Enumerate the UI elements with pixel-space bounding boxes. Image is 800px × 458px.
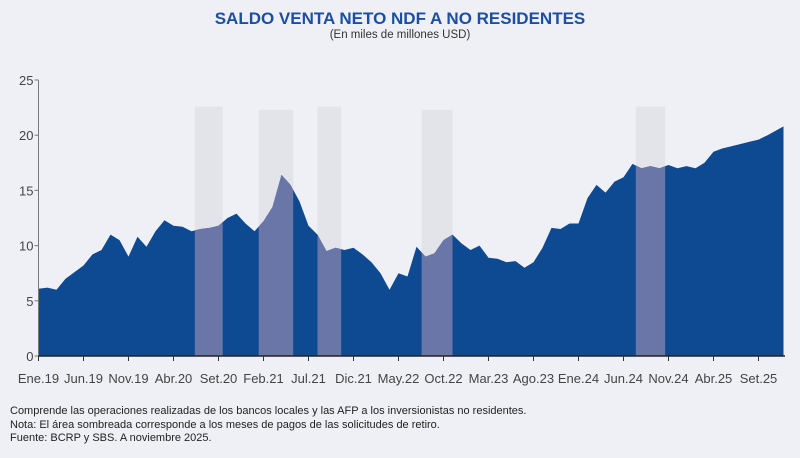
x-tick-label: Ene.24 bbox=[558, 371, 599, 386]
chart-title: SALDO VENTA NETO NDF A NO RESIDENTES bbox=[214, 9, 586, 28]
note-description: Comprende las operaciones realizadas de … bbox=[10, 405, 527, 417]
y-tick-label: 25 bbox=[19, 73, 33, 88]
x-tick-label: Feb.21 bbox=[243, 371, 283, 386]
x-tick-label: Ago.23 bbox=[513, 371, 554, 386]
x-tick-label: Set.20 bbox=[200, 371, 238, 386]
x-tick-label: Jul.21 bbox=[291, 371, 326, 386]
x-tick-label: Set.25 bbox=[740, 371, 778, 386]
x-tick-label: Dic.21 bbox=[335, 371, 372, 386]
x-tick-label: Oct.22 bbox=[424, 371, 462, 386]
note-source: Fuente: BCRP y SBS. A noviembre 2025. bbox=[10, 432, 212, 445]
y-tick-label: 20 bbox=[19, 128, 33, 143]
y-tick-label: 0 bbox=[26, 349, 33, 364]
y-tick-label: 5 bbox=[26, 294, 33, 309]
x-tick-label: Mar.23 bbox=[469, 371, 509, 386]
footnotes: Comprende las operaciones realizadas de … bbox=[10, 405, 526, 446]
x-tick-label: Ene.19 bbox=[18, 371, 59, 386]
x-tick-label: Abr.25 bbox=[695, 371, 733, 386]
x-tick-label: Abr.20 bbox=[155, 371, 193, 386]
x-tick-label: Nov.24 bbox=[648, 371, 688, 386]
note-shaded-area: Nota: El área sombreada corresponde a lo… bbox=[10, 418, 440, 431]
y-tick-label: 10 bbox=[19, 239, 33, 254]
x-tick-label: Nov.19 bbox=[108, 371, 148, 386]
area-chart: 0 5 10 15 20 25 Ene.19 Jun.19 Nov.19 Abr.20 Set.20… bbox=[18, 73, 785, 386]
chart-subtitle: (En miles de millones USD) bbox=[329, 29, 471, 41]
area-series bbox=[38, 126, 784, 357]
x-tick-label: May.22 bbox=[378, 371, 420, 386]
y-tick-label: 15 bbox=[19, 183, 33, 198]
x-tick-label: Jun.24 bbox=[604, 371, 643, 386]
x-tick-label: Jun.19 bbox=[64, 371, 103, 386]
